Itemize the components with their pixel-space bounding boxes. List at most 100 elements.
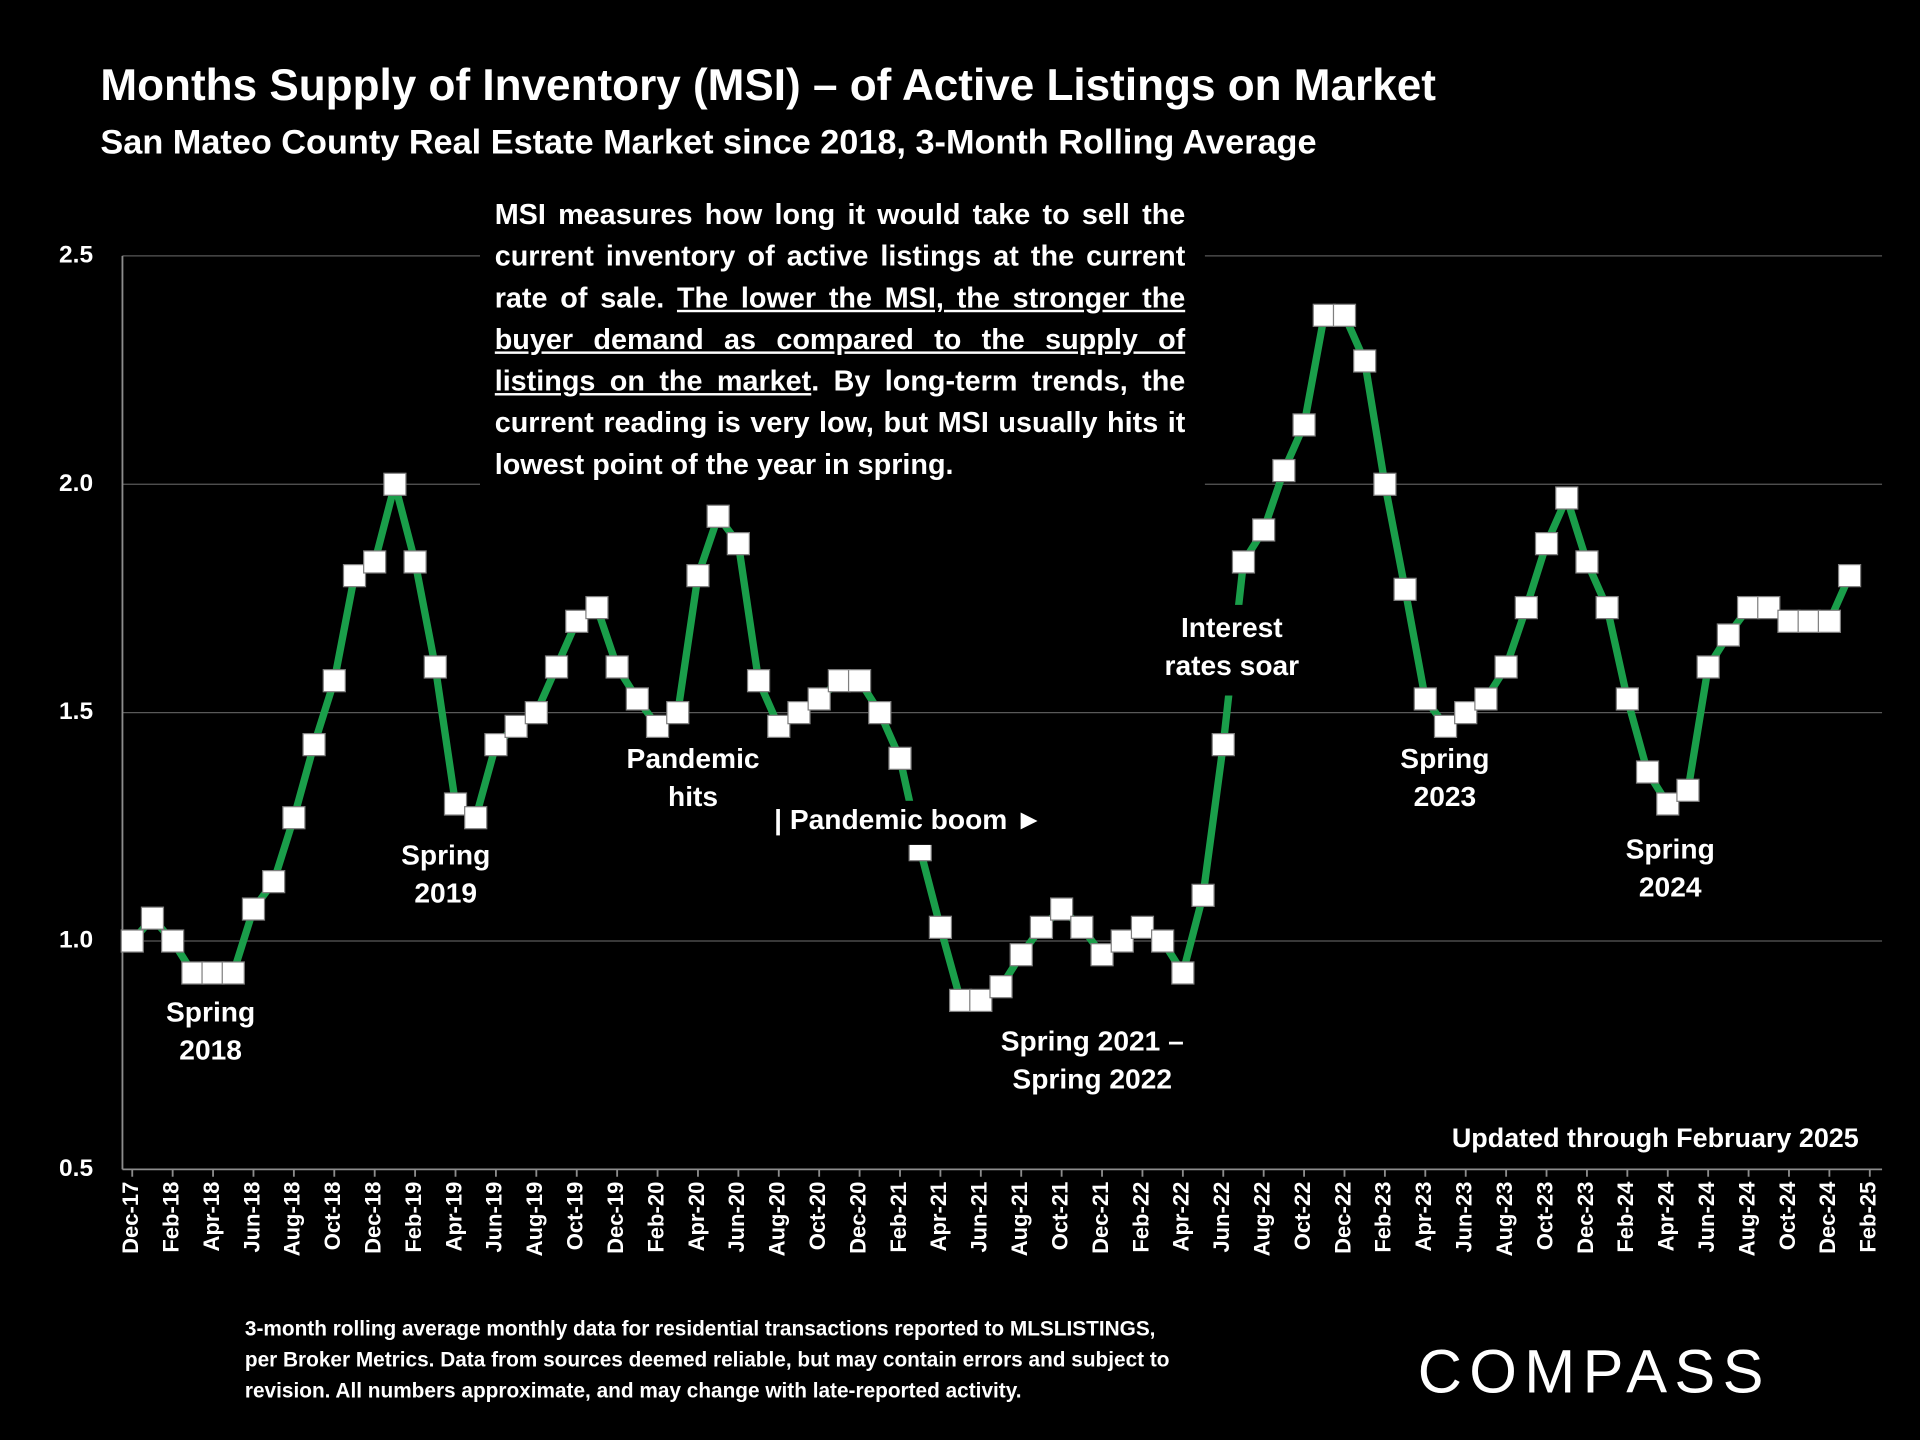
x-tick-label: Feb-25 xyxy=(1856,1182,1881,1253)
point-marker xyxy=(1837,564,1862,588)
x-tick-label: Jun-18 xyxy=(239,1182,264,1253)
x-tick-label: Jun-22 xyxy=(1209,1182,1234,1253)
point-marker xyxy=(605,655,629,679)
point-marker xyxy=(241,897,266,921)
point-marker xyxy=(706,504,730,528)
point-marker xyxy=(1413,687,1437,711)
description-part: . By long-term trends, the current readi… xyxy=(494,364,1186,480)
chart-title: Months Supply of Inventory (MSI) – of Ac… xyxy=(100,61,1436,110)
point-marker xyxy=(504,714,528,738)
description: MSI measures how long it would take to s… xyxy=(494,198,1186,480)
logo: COMPASS xyxy=(1418,1337,1771,1405)
annotation: 2018 xyxy=(179,1034,242,1065)
annotation: Pandemic xyxy=(627,743,760,774)
point-marker xyxy=(1373,472,1397,496)
point-marker xyxy=(262,870,286,894)
description-part: The lower the MSI, the stronger the buye… xyxy=(494,281,1186,397)
point-marker xyxy=(1656,792,1680,816)
point-marker xyxy=(726,532,750,556)
point-marker xyxy=(868,701,892,725)
y-tick-label: 2.0 xyxy=(59,470,93,497)
point-marker xyxy=(1211,732,1235,757)
point-marker xyxy=(1110,929,1134,953)
point-marker xyxy=(1716,623,1741,647)
footnote: revision. All numbers approximate, and m… xyxy=(245,1380,1022,1403)
point-marker xyxy=(1595,595,1619,620)
point-marker xyxy=(363,550,387,574)
point-marker xyxy=(1312,303,1336,327)
point-marker xyxy=(1474,687,1498,711)
x-tick-label: Feb-19 xyxy=(401,1182,426,1253)
y-tick-label: 1.5 xyxy=(59,698,93,725)
point-marker xyxy=(1777,609,1801,633)
point-marker xyxy=(161,929,185,953)
point-marker xyxy=(1231,550,1256,574)
annotation: Spring 2022 xyxy=(1012,1064,1172,1095)
point-marker xyxy=(221,961,245,985)
x-tick-label: Jun-20 xyxy=(724,1182,749,1253)
point-marker xyxy=(787,701,811,725)
point-marker xyxy=(565,609,589,633)
description-part: MSI measures how long it would take to s… xyxy=(494,198,1186,314)
point-marker xyxy=(1272,458,1296,483)
annotation: Spring 2021 – xyxy=(1001,1026,1184,1057)
x-tick-label: Feb-20 xyxy=(643,1182,668,1253)
point-marker xyxy=(1050,897,1074,921)
x-tick-label: Oct-18 xyxy=(320,1182,345,1251)
annotation: | Pandemic boom ► xyxy=(774,804,1043,835)
x-tick-label: Aug-22 xyxy=(1250,1182,1275,1257)
point-marker xyxy=(1454,701,1478,725)
point-marker xyxy=(1292,413,1316,437)
point-marker xyxy=(1009,943,1033,967)
point-marker xyxy=(302,732,326,757)
point-marker xyxy=(1130,915,1155,939)
point-marker xyxy=(1696,655,1720,679)
annotation: 2024 xyxy=(1639,871,1702,902)
x-tick-label: Oct-20 xyxy=(805,1182,830,1251)
point-marker xyxy=(120,929,144,953)
point-marker xyxy=(181,961,205,985)
point-marker xyxy=(1393,577,1417,601)
point-marker xyxy=(686,564,710,588)
x-tick-label: Oct-21 xyxy=(1047,1182,1072,1251)
y-tick-label: 2.5 xyxy=(59,241,93,268)
x-tick-label: Apr-24 xyxy=(1654,1181,1679,1252)
footnote: per Broker Metrics. Data from sources de… xyxy=(245,1349,1170,1372)
point-marker xyxy=(1797,609,1821,633)
point-marker xyxy=(1171,961,1195,985)
x-tick-label: Feb-24 xyxy=(1613,1181,1638,1253)
x-tick-label: Jun-23 xyxy=(1452,1182,1477,1253)
point-marker xyxy=(1534,532,1559,556)
point-marker xyxy=(767,714,791,738)
point-marker xyxy=(585,595,609,620)
point-marker xyxy=(1555,486,1579,510)
point-marker xyxy=(1252,518,1276,542)
point-marker xyxy=(140,906,165,930)
x-tick-label: Oct-23 xyxy=(1532,1182,1557,1251)
point-marker xyxy=(746,669,771,693)
point-marker xyxy=(484,732,508,757)
chart-subtitle: San Mateo County Real Estate Market sinc… xyxy=(100,124,1316,162)
point-marker xyxy=(1191,883,1215,907)
x-tick-label: Aug-19 xyxy=(522,1182,547,1257)
x-tick-label: Aug-24 xyxy=(1734,1181,1759,1256)
point-marker xyxy=(888,746,912,770)
point-marker xyxy=(1353,349,1377,373)
point-marker xyxy=(807,687,831,711)
x-tick-label: Jun-21 xyxy=(967,1182,992,1253)
annotation: Spring xyxy=(401,840,490,871)
x-tick-label: Dec-24 xyxy=(1815,1181,1840,1254)
x-tick-label: Dec-21 xyxy=(1088,1182,1113,1254)
point-marker xyxy=(1494,655,1518,679)
point-marker xyxy=(1676,778,1700,802)
x-tick-label: Feb-23 xyxy=(1371,1182,1396,1253)
point-marker xyxy=(928,915,953,939)
annotation: Spring xyxy=(166,996,255,1027)
x-tick-label: Jun-24 xyxy=(1694,1181,1719,1253)
x-tick-label: Apr-19 xyxy=(441,1182,466,1252)
annotation: rates soar xyxy=(1165,650,1300,681)
point-marker xyxy=(342,564,367,588)
point-marker xyxy=(1070,915,1094,939)
point-marker xyxy=(666,701,690,725)
